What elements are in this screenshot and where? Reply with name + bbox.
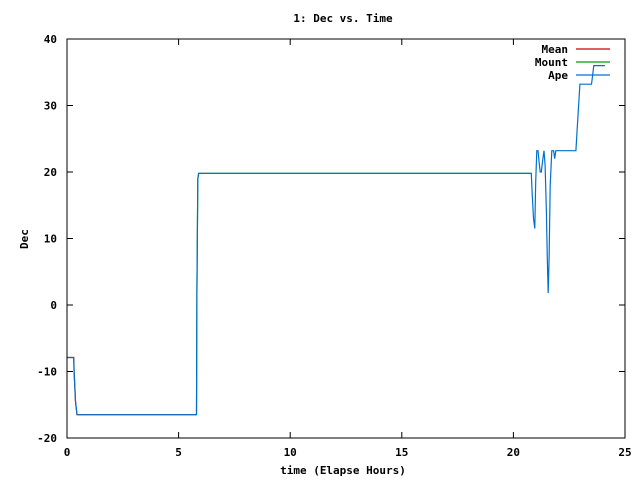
series-line-mount <box>195 172 532 415</box>
y-tick-label: 40 <box>44 33 57 46</box>
y-tick-label: 20 <box>44 166 57 179</box>
y-tick-label: 10 <box>44 233 57 246</box>
x-tick-label: 0 <box>64 446 71 459</box>
x-axis-label: time (Elapse Hours) <box>280 464 406 477</box>
plot-area <box>67 64 605 416</box>
x-tick-label: 5 <box>175 446 182 459</box>
x-tick-label: 25 <box>618 446 631 459</box>
chart-title: 1: Dec vs. Time <box>293 12 393 25</box>
y-tick-label: 30 <box>44 100 57 113</box>
x-tick-label: 15 <box>395 446 408 459</box>
x-axis: 0 5 10 15 20 25 <box>64 39 632 459</box>
x-tick-label: 10 <box>284 446 297 459</box>
y-axis: -20 -10 0 10 20 30 40 <box>37 33 625 445</box>
legend-label-ape: Ape <box>548 69 568 82</box>
legend-label-mean: Mean <box>542 43 569 56</box>
y-axis-label: Dec <box>18 229 31 249</box>
plot-frame <box>66 38 626 439</box>
x-tick-label: 20 <box>507 446 520 459</box>
y-tick-label: -20 <box>37 432 57 445</box>
y-tick-label: 0 <box>50 299 57 312</box>
series-line-mean <box>67 356 197 416</box>
series-line-ape <box>67 64 605 416</box>
y-tick-label: -10 <box>37 366 57 379</box>
legend-label-mount: Mount <box>535 56 568 69</box>
